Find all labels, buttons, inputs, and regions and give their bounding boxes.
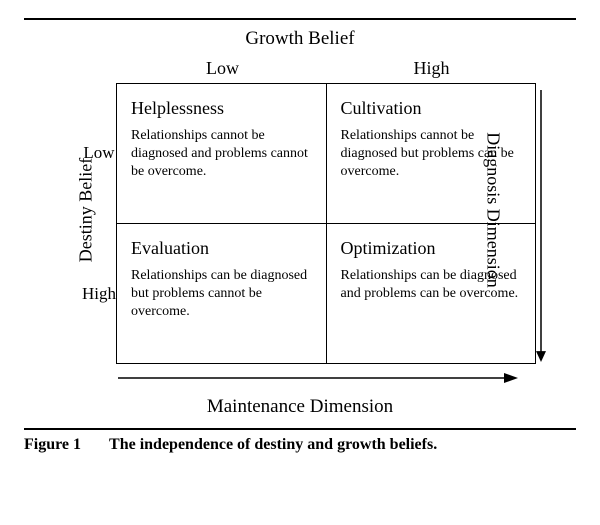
- axis-top-title: Growth Belief: [24, 28, 576, 50]
- axis-left-title: Destiny Belief: [76, 158, 97, 262]
- top-rule: [24, 18, 576, 20]
- cell-optimization: Optimization Relationships can be diagno…: [326, 224, 536, 364]
- bottom-rule: [24, 428, 576, 430]
- figure-caption: Figure 1 The independence of destiny and…: [24, 436, 576, 454]
- matrix-grid: Helplessness Relationships cannot be dia…: [116, 83, 536, 364]
- cell-evaluation: Evaluation Relationships can be diagnose…: [117, 224, 327, 364]
- arrow-right-icon: [118, 370, 518, 386]
- axis-bottom-title: Maintenance Dimension: [24, 396, 576, 418]
- cell-desc: Relationships cannot be diagnosed and pr…: [131, 127, 312, 182]
- column-headers: Low High: [118, 56, 536, 83]
- col-header-low: Low: [118, 56, 327, 83]
- cell-desc: Relationships can be diagnosed but probl…: [131, 267, 312, 322]
- figure-title: The independence of destiny and growth b…: [109, 436, 437, 453]
- cell-title: Cultivation: [341, 98, 522, 119]
- figure-number: Figure 1: [24, 436, 81, 453]
- matrix-frame: Destiny Belief Diagnosis Dimension Low H…: [24, 56, 576, 364]
- cell-helplessness: Helplessness Relationships cannot be dia…: [117, 84, 327, 224]
- col-header-high: High: [327, 56, 536, 83]
- cell-title: Helplessness: [131, 98, 312, 119]
- cell-title: Evaluation: [131, 238, 312, 259]
- arrow-down-icon: [534, 90, 548, 362]
- axis-right-title: Diagnosis Dimension: [482, 132, 503, 288]
- cell-cultivation: Cultivation Relationships cannot be diag…: [326, 84, 536, 224]
